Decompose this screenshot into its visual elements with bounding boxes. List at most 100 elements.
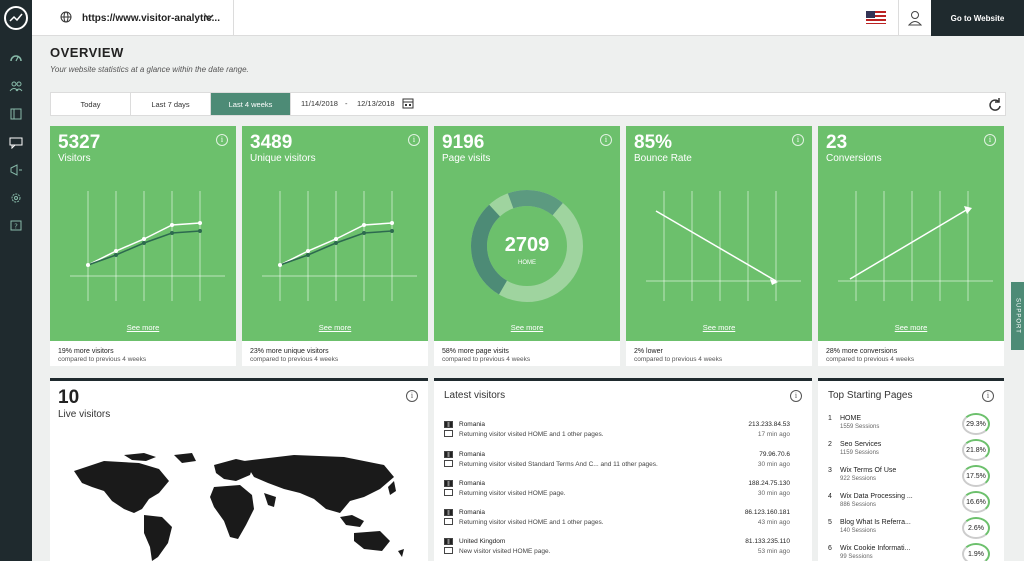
percentage-badge: 29.3% [962,413,990,435]
svg-text:?: ? [14,223,18,231]
conversions-change: 28% more conversions [826,348,898,355]
visitor-row[interactable]: Romania 213.233.84.53 Returning visitor … [444,421,790,451]
list-item[interactable]: 1 HOME 1559 Sessions 29.3% [828,413,996,439]
logo-icon[interactable] [0,0,32,36]
see-more-link[interactable]: See more [510,323,544,332]
info-icon[interactable]: i [792,134,804,146]
desktop-icon [444,430,453,437]
see-more-link[interactable]: See more [126,323,160,332]
donut-value: 2709 [505,234,550,256]
conversions-line-chart [838,191,993,301]
world-map[interactable] [64,451,414,561]
user-icon [907,11,922,26]
unique-visitors-label: Unique visitors [250,153,316,164]
refresh-icon[interactable] [988,97,1002,111]
page-visits-label: Page visits [442,153,491,164]
visitors-label: Visitors [58,153,91,164]
unique-visitors-value: 3489 [250,132,293,153]
tab-today[interactable]: Today [51,93,131,115]
live-visitors-count: 10 [58,387,80,408]
desktop-icon [444,547,453,554]
go-to-website-button[interactable]: Go to Website [931,0,1024,36]
visitors-compare: compared to previous 4 weeks [58,356,147,363]
latest-visitors-title: Latest visitors [444,390,506,401]
info-icon[interactable]: i [408,134,420,146]
info-icon[interactable]: i [984,134,996,146]
visitors-card: 5327 Visitors i See more 19% more visito… [50,126,236,366]
help-icon[interactable]: ? [0,212,32,240]
conversions-card: 23 Conversions i See more 28% more conve… [818,126,1004,366]
info-icon[interactable]: i [790,390,802,402]
percentage-badge: 1.9% [962,543,990,561]
live-visitors-panel: 10 Live visitors i [50,378,428,561]
list-item[interactable]: 6 Wix Cookie Informati... 99 Sessions 1.… [828,543,996,561]
list-item[interactable]: 3 Wix Terms Of Use 922 Sessions 17.5% [828,465,996,491]
see-more-link[interactable]: See more [702,323,736,332]
donut-label: HOME [518,260,536,266]
list-item[interactable]: 4 Wix Data Processing ... 886 Sessions 1… [828,491,996,517]
desktop-icon [444,460,453,467]
latest-visitors-panel: Latest visitors i Romania 213.233.84.53 … [434,378,812,561]
conversions-compare: compared to previous 4 weeks [826,356,915,363]
tab-last-7-days[interactable]: Last 7 days [131,93,211,115]
dashboard-icon[interactable] [0,44,32,72]
date-to[interactable]: 12/13/2018 [357,99,395,108]
info-icon[interactable]: i [600,134,612,146]
users-icon[interactable] [0,72,32,100]
visitors-value: 5327 [58,132,101,153]
tab-last-4-weeks[interactable]: Last 4 weeks [211,93,291,115]
visitor-row[interactable]: Romania 188.24.75.130 Returning visitor … [444,480,790,510]
website-selector[interactable]: https://www.visitor-analytic... [32,0,234,36]
desktop-icon [444,518,453,525]
support-tab[interactable]: SUPPORT [1011,282,1024,350]
unique-visitors-line-chart [262,191,417,301]
page-visits-card: 9196 Page visits i 2709 HOME See more 58… [434,126,620,366]
sidebar: ? [0,0,32,561]
megaphone-icon[interactable] [0,156,32,184]
see-more-link[interactable]: See more [894,323,928,332]
list-item[interactable]: 2 Seo Services 1159 Sessions 21.8% [828,439,996,465]
desktop-icon [444,489,453,496]
top-starting-pages-panel: Top Starting Pages i 1 HOME 1559 Session… [818,378,1004,561]
bounce-rate-line-chart [646,191,801,301]
bounce-rate-label: Bounce Rate [634,153,692,164]
top-pages-title: Top Starting Pages [828,390,913,401]
visitor-row[interactable]: Romania 86.123.160.181 Returning visitor… [444,509,790,539]
visitors-change: 19% more visitors [58,348,114,355]
visitors-line-chart [70,191,225,301]
date-separator: - [345,99,348,108]
info-icon[interactable]: i [982,390,994,402]
list-item[interactable]: 5 Blog What Is Referra... 140 Sessions 2… [828,517,996,543]
bounce-rate-change: 2% lower [634,348,663,355]
percentage-badge: 17.5% [962,465,990,487]
bounce-rate-value: 85% [634,132,673,153]
bounce-rate-card: 85% Bounce Rate i See more 2% lower comp… [626,126,812,366]
country-flag-icon [444,451,453,458]
book-icon[interactable] [0,100,32,128]
settings-icon[interactable] [0,184,32,212]
see-more-link[interactable]: See more [318,323,352,332]
country-flag-icon [444,480,453,487]
percentage-badge: 16.6% [962,491,990,513]
calendar-icon[interactable] [402,97,414,109]
page-visits-change: 58% more page visits [442,348,509,355]
date-filter: Today Last 7 days Last 4 weeks 11/14/201… [50,92,1006,116]
topbar: https://www.visitor-analytic... Go to We… [32,0,1024,36]
visitor-row[interactable]: United Kingdom 81.133.235.110 New visito… [444,538,790,561]
percentage-badge: 2.6% [962,517,990,539]
percentage-badge: 21.8% [962,439,990,461]
user-button[interactable] [898,0,930,36]
visitor-row[interactable]: Romania 79.96.70.6 Returning visitor vis… [444,451,790,481]
info-icon[interactable]: i [216,134,228,146]
unique-visitors-change: 23% more unique visitors [250,348,329,355]
chat-icon[interactable] [0,128,32,156]
language-flag-icon[interactable] [866,11,886,24]
country-flag-icon [444,421,453,428]
unique-visitors-compare: compared to previous 4 weeks [250,356,339,363]
conversions-value: 23 [826,132,848,153]
globe-icon [60,11,72,23]
chevron-down-icon [204,14,214,21]
info-icon[interactable]: i [406,390,418,402]
date-from[interactable]: 11/14/2018 [301,99,338,108]
bounce-rate-compare: compared to previous 4 weeks [634,356,723,363]
